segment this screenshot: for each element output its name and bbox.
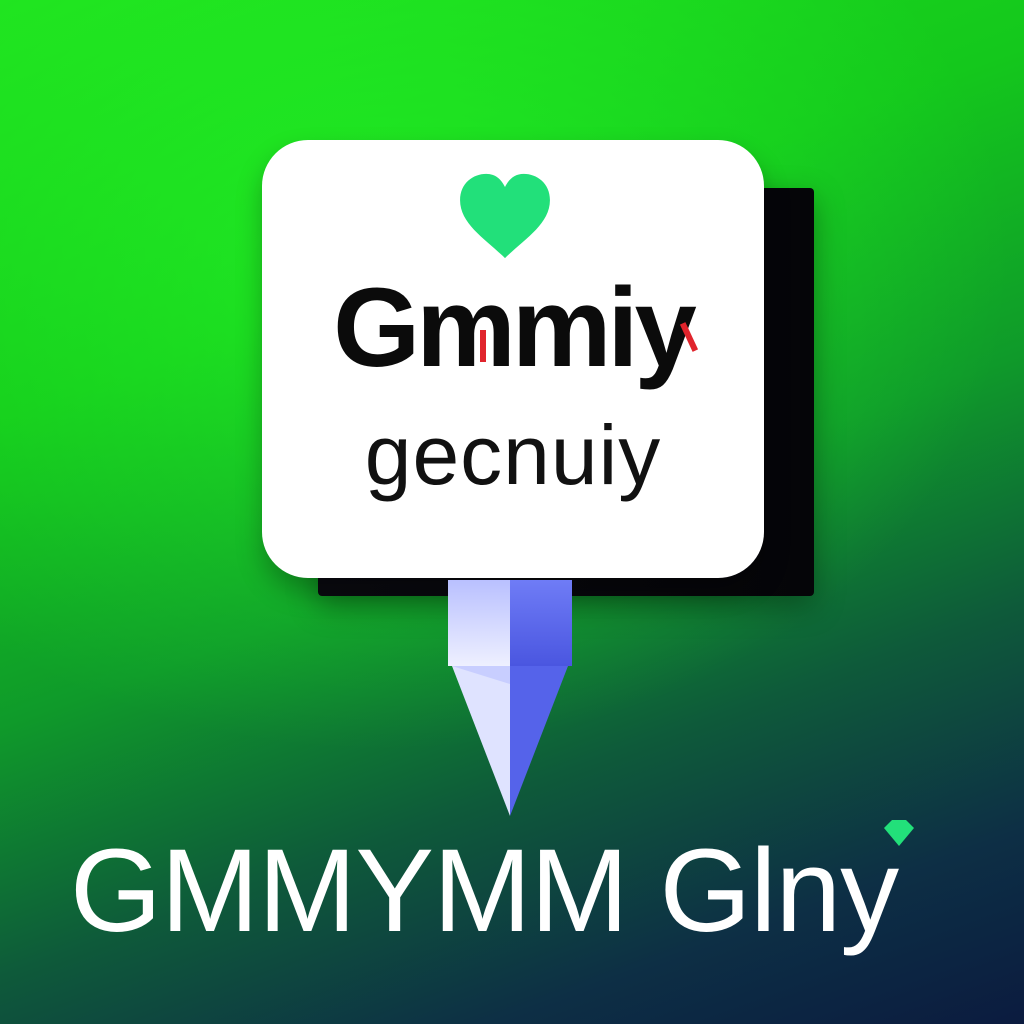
title-accent-mark (480, 330, 486, 362)
wordmark-text: GMMYMM Glny (70, 825, 899, 957)
sign-subtitle: gecnuiy (364, 408, 662, 502)
heart-icon (458, 172, 552, 260)
gem-icon (882, 818, 916, 848)
sign-post (446, 580, 576, 830)
sign-title: Gmmiy (333, 265, 697, 390)
